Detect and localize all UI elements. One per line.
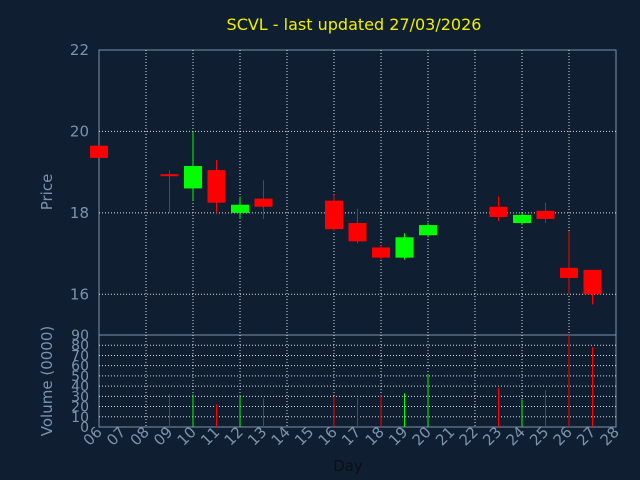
candle-body-down [348,223,367,242]
candle-body-up [513,214,531,224]
price-tick-label: 22 [70,41,89,59]
volume-tick-label: 20 [71,400,89,416]
candle-body-down [560,267,578,278]
price-axis-label: Price [38,174,56,211]
chart-title: SCVL - last updated 27/03/2026 [227,15,482,34]
candle-body-down [372,247,390,258]
volume-tick-label: 40 [71,379,89,395]
volume-tick-label: 60 [71,359,89,375]
price-tick-label: 16 [70,285,89,303]
price-tick-label: 20 [70,122,89,140]
candle-body-up [231,204,249,213]
volume-tick-label: 80 [71,338,89,354]
candle-body-down [160,174,179,177]
volume-tick-label: 0 [80,420,89,436]
volume-tick-label: 30 [71,389,89,405]
x-axis-ticks: 0607080910111213141516171819202122232425… [80,423,623,449]
candle-body-up [184,166,202,189]
candle-body-down [489,206,508,217]
candle-body-down [90,145,108,158]
candle-body-down [254,198,273,207]
candle-body-up [395,237,414,258]
price-tick-label: 18 [70,204,89,222]
candle-body-down [207,170,226,203]
candle-body-up [419,225,437,236]
volume-tick-label: 70 [71,348,89,364]
volume-tick-label: 90 [71,328,89,344]
volume-tick-label: 50 [71,369,89,385]
candle-body-down [325,200,343,230]
volume-tick-label: 10 [71,410,89,426]
price-plot-frame [98,49,617,336]
candle-body-down [583,269,602,295]
candle-body-down [536,210,555,219]
volume-axis-label: Volume (0000) [38,326,56,436]
price-panel: 22 20 18 16 [70,41,617,336]
x-axis-label: Day [333,457,363,475]
